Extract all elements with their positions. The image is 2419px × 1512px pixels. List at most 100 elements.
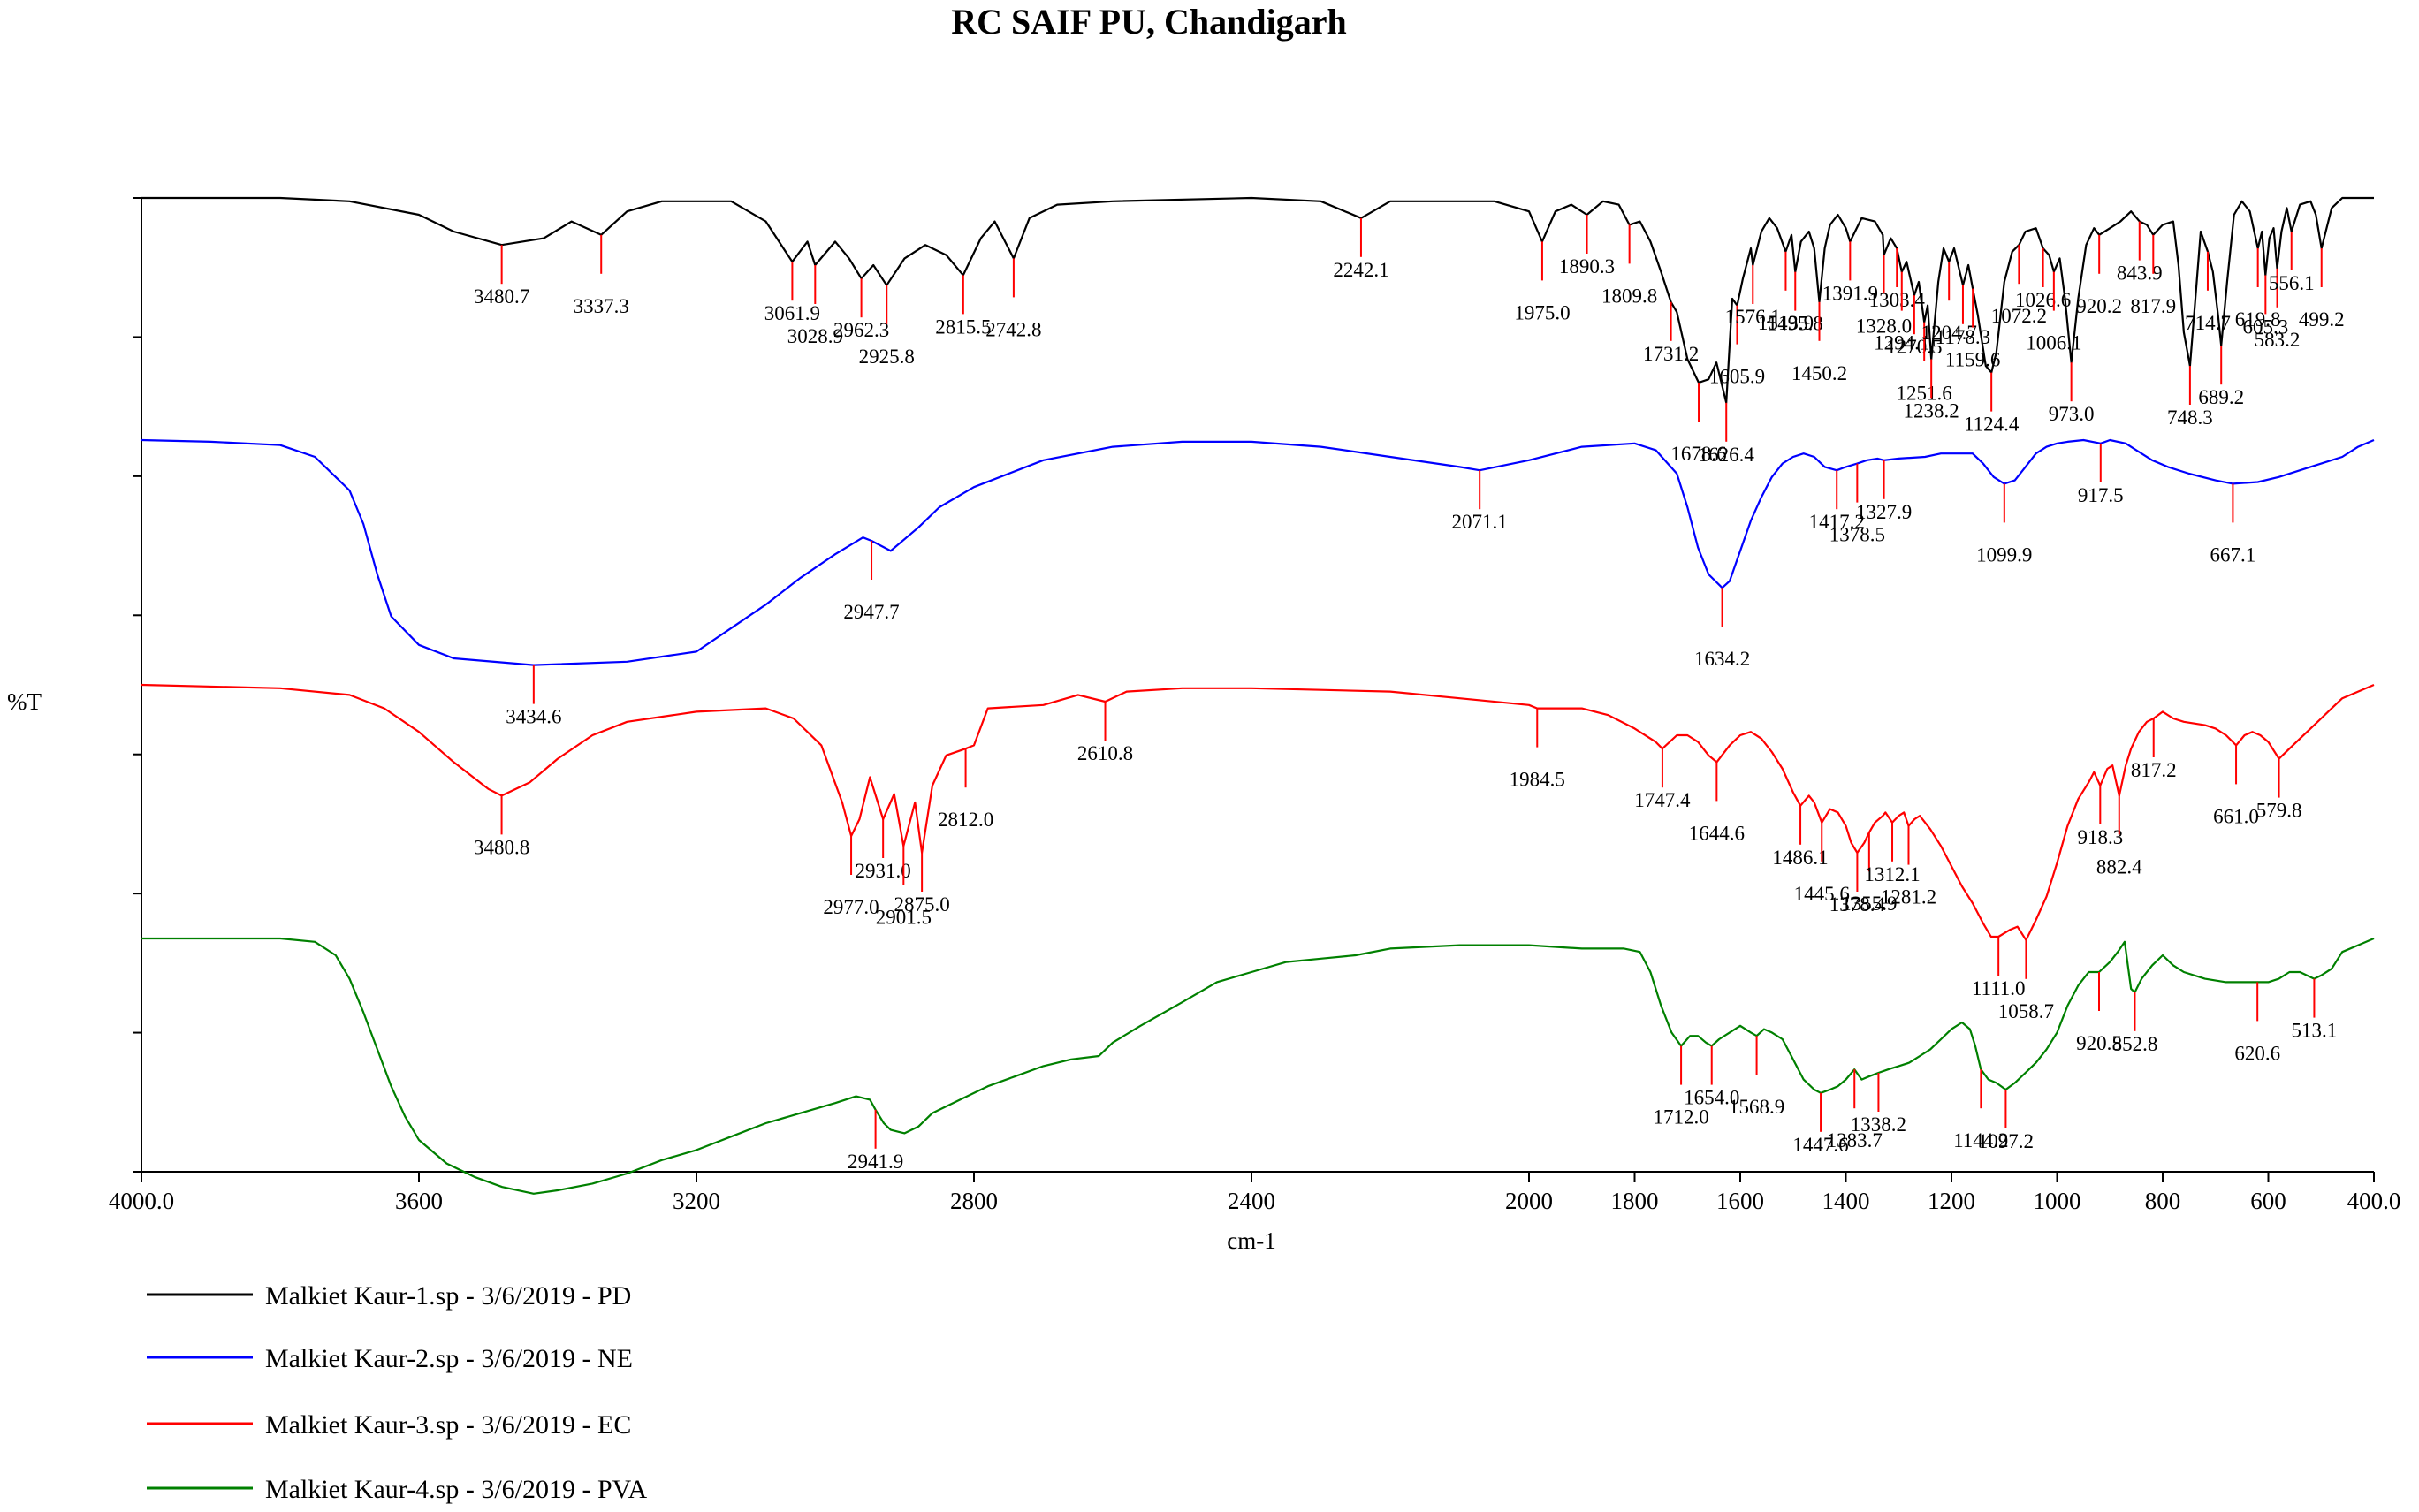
legend-label-1: Malkiet Kaur-1.sp - 3/6/2019 - PD	[265, 1281, 631, 1311]
peak-label: 1383.7	[1827, 1129, 1883, 1151]
peak-label: 748.3	[2167, 406, 2213, 429]
peak-label: 920.5	[2076, 1032, 2122, 1054]
peak-label: 1144.2	[1953, 1129, 2008, 1151]
peak-label: 583.2	[2255, 329, 2301, 351]
chart-title: RC SAIF PU, Chandigarh	[951, 2, 1346, 42]
y-axis-ticks	[133, 197, 141, 1173]
peak-label: 3480.8	[474, 836, 529, 858]
peak-label: 1294.1	[1874, 332, 1929, 354]
peak-label: 1378.5	[1829, 524, 1885, 546]
peak-label: 2742.8	[985, 318, 1041, 340]
peak-label: 1072.2	[1991, 305, 2047, 327]
peak-label: 1447.6	[1792, 1134, 1848, 1156]
peak-label: 3028.9	[787, 325, 843, 347]
peak-label: 1644.6	[1689, 822, 1745, 844]
peak-label: 1975.0	[1514, 301, 1570, 323]
peak-label: 1605.9	[1709, 366, 1765, 388]
peak-label: 920.2	[2076, 295, 2122, 317]
series-line-4	[141, 937, 2375, 1195]
series-layer	[141, 196, 2375, 1195]
peak-label: 1576.1	[1725, 306, 1781, 328]
peak-label: 1006.1	[2026, 332, 2081, 354]
legend: Malkiet Kaur-1.sp - 3/6/2019 - PD Malkiet…	[147, 1281, 647, 1504]
legend-label-2: Malkiet Kaur-2.sp - 3/6/2019 - NE	[265, 1344, 633, 1373]
peak-label: 2941.9	[848, 1151, 903, 1173]
peak-label: 2242.1	[1333, 259, 1388, 281]
peak-label: 1327.9	[1856, 501, 1912, 523]
peak-label: 3061.9	[764, 302, 820, 324]
peak-label: 1355.9	[1841, 893, 1897, 915]
peak-label: 1099.9	[1976, 543, 2032, 566]
peak-label: 2931.0	[856, 860, 911, 882]
peak-label: 1058.7	[1998, 1000, 2054, 1022]
peak-label: 1204.7	[1921, 322, 1977, 344]
peak-label: 619.8	[2235, 308, 2281, 331]
peak-label: 1159.6	[1945, 349, 2000, 371]
peak-label: 843.9	[2117, 262, 2163, 285]
peak-label: 973.0	[2049, 403, 2095, 425]
peak-label: 1747.4	[1634, 789, 1691, 811]
peak-label: 1809.8	[1601, 285, 1657, 307]
peak-label: 1026.6	[2015, 289, 2071, 311]
peak-label: 499.2	[2299, 308, 2345, 331]
peak-label: 667.1	[2210, 543, 2256, 566]
peak-label: 817.2	[2131, 759, 2177, 781]
peak-label: 2875.0	[894, 893, 950, 916]
peak-label: 2815.5	[935, 315, 991, 338]
legend-label-4: Malkiet Kaur-4.sp - 3/6/2019 - PVA	[265, 1475, 647, 1504]
peak-label: 556.1	[2269, 272, 2315, 294]
peak-label: 2925.8	[859, 346, 915, 368]
peak-label: 1111.0	[1972, 977, 2026, 999]
series-line-3	[141, 683, 2375, 941]
x-tick-label: 800	[2145, 1188, 2181, 1214]
x-tick-label: 1000	[2034, 1188, 2081, 1214]
peak-label: 1328.0	[1856, 315, 1912, 338]
peak-label: 3337.3	[574, 295, 629, 317]
peak-label: 1513.9	[1758, 312, 1814, 334]
peak-label: 605.3	[2242, 315, 2288, 338]
peak-label: 1124.4	[1964, 414, 2020, 436]
x-tick-label: 2000	[1505, 1188, 1553, 1214]
x-tick-label: 2800	[950, 1188, 998, 1214]
peak-label: 1568.9	[1729, 1096, 1784, 1118]
peak-label: 2610.8	[1077, 742, 1133, 764]
series-line-2	[141, 438, 2375, 666]
peak-label: 513.1	[2292, 1020, 2338, 1042]
peak-label: 817.9	[2130, 295, 2176, 317]
peak-label: 620.6	[2234, 1042, 2280, 1064]
peak-label: 1712.0	[1653, 1106, 1708, 1128]
peak-label: 917.5	[2078, 484, 2124, 506]
peak-label: 2947.7	[843, 601, 899, 623]
peak-label: 1178.3	[1936, 326, 1990, 348]
peak-label: 1417.2	[1809, 511, 1865, 533]
legend-label-3: Malkiet Kaur-3.sp - 3/6/2019 - EC	[265, 1410, 631, 1440]
peak-label: 1281.2	[1881, 886, 1936, 908]
peak-label: 1495.8	[1768, 313, 1823, 335]
peak-label: 1678.6	[1670, 443, 1726, 465]
peak-label: 1486.1	[1772, 847, 1828, 869]
x-tick-label: 4000.0	[109, 1188, 174, 1214]
peak-label: 1626.4	[1699, 444, 1755, 466]
peak-label: 579.8	[2256, 800, 2302, 822]
peak-label: 882.4	[2096, 855, 2142, 878]
peak-label: 852.8	[2112, 1033, 2158, 1055]
peak-label: 2901.5	[876, 906, 932, 928]
peak-label: 1731.2	[1643, 343, 1699, 365]
peak-label: 1391.9	[1822, 282, 1878, 304]
peak-label: 918.3	[2077, 826, 2123, 848]
peak-label: 689.2	[2198, 386, 2244, 408]
peak-label: 3480.7	[474, 285, 529, 308]
x-tick-label: 3600	[395, 1188, 443, 1214]
peak-label: 3434.6	[506, 706, 561, 728]
peak-label: 1270.5	[1886, 336, 1942, 358]
x-tick-label: 1800	[1611, 1188, 1659, 1214]
x-tick-label: 1400	[1822, 1188, 1870, 1214]
peak-label: 1312.1	[1864, 863, 1920, 885]
peak-label: 1303.4	[1869, 289, 1926, 311]
peak-label: 1378.4	[1829, 893, 1886, 916]
x-tick-label: 3200	[673, 1188, 720, 1214]
peak-label: 1338.2	[1851, 1113, 1906, 1136]
peak-label: 714.7	[2185, 312, 2231, 334]
